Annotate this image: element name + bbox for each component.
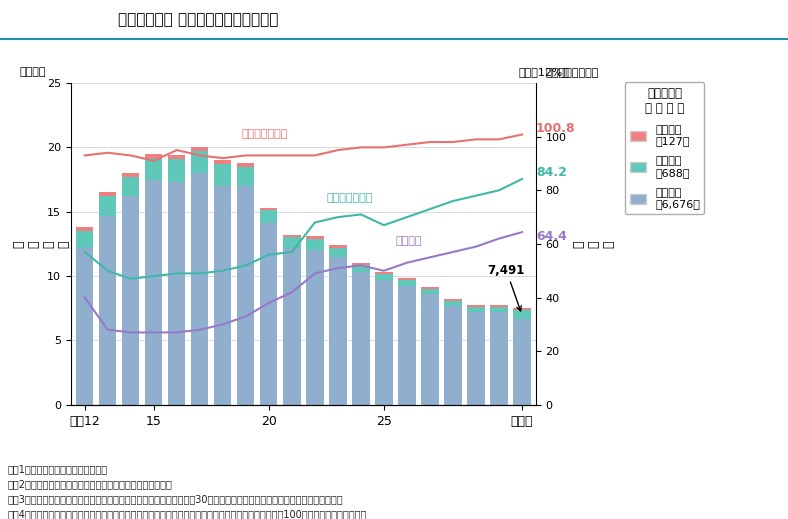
- Bar: [283, 248, 300, 405]
- Bar: [260, 208, 277, 211]
- Text: 7,491: 7,491: [488, 264, 525, 311]
- Bar: [514, 308, 530, 310]
- Bar: [467, 312, 485, 405]
- Bar: [237, 163, 255, 167]
- Bar: [422, 288, 439, 289]
- Bar: [352, 263, 370, 265]
- Bar: [444, 301, 462, 306]
- Bar: [514, 310, 530, 319]
- Bar: [444, 306, 462, 405]
- Bar: [283, 235, 300, 238]
- Y-axis label: 発
生
件
数: 発 生 件 数: [13, 240, 70, 248]
- Bar: [191, 147, 209, 151]
- Bar: [444, 299, 462, 301]
- Bar: [237, 186, 255, 405]
- Bar: [422, 294, 439, 405]
- Bar: [122, 173, 139, 177]
- Bar: [99, 193, 117, 196]
- Text: 全検挙率: 全検挙率: [396, 236, 422, 246]
- Text: 64.4: 64.4: [536, 230, 567, 243]
- Bar: [214, 164, 232, 186]
- Bar: [514, 319, 530, 405]
- Bar: [398, 280, 415, 286]
- Bar: [352, 265, 370, 272]
- Bar: [352, 272, 370, 405]
- Bar: [191, 173, 209, 405]
- Text: 4-1-2-5図: 4-1-2-5図: [26, 13, 84, 26]
- Bar: [168, 159, 185, 182]
- Bar: [329, 248, 347, 257]
- Bar: [214, 160, 232, 164]
- Text: 100.8: 100.8: [536, 122, 575, 135]
- Text: （%）: （%）: [545, 66, 569, 77]
- Bar: [260, 223, 277, 405]
- Text: 84.2: 84.2: [536, 167, 567, 180]
- Bar: [168, 155, 185, 159]
- Bar: [283, 238, 300, 248]
- Y-axis label: 検
挙
率: 検 挙 率: [572, 240, 615, 248]
- Bar: [307, 250, 324, 405]
- Bar: [375, 274, 392, 280]
- Text: （千件）: （千件）: [20, 66, 46, 77]
- Bar: [398, 286, 415, 405]
- Bar: [237, 167, 255, 186]
- Bar: [76, 248, 93, 405]
- Bar: [145, 158, 162, 180]
- Text: 注　1　警察庁交通局の統計による。
　　2　「全検挙率」は，ひき逃げの全事件の検挙率をいう。
　　3　「重傷」は交通事故による負傷の治療を要する期間が１か月（3: 注 1 警察庁交通局の統計による。 2 「全検挙率」は，ひき逃げの全事件の検挙率…: [8, 465, 367, 519]
- Bar: [307, 239, 324, 250]
- Bar: [76, 227, 93, 231]
- Bar: [329, 257, 347, 405]
- Legend: 死亡事故
〔127〕, 重傷事故
〔688〕, 軽傷事故
〔6,676〕: 死亡事故 〔127〕, 重傷事故 〔688〕, 軽傷事故 〔6,676〕: [625, 82, 704, 214]
- Bar: [375, 280, 392, 405]
- Bar: [168, 182, 185, 405]
- Bar: [329, 245, 347, 248]
- Bar: [145, 180, 162, 405]
- Bar: [76, 231, 93, 248]
- Bar: [467, 306, 485, 307]
- Text: 死亡事故検挙率: 死亡事故検挙率: [241, 129, 288, 139]
- Bar: [145, 154, 162, 158]
- Text: ひき逃げ事件 発生件数・検挙率の推移: ひき逃げ事件 発生件数・検挙率の推移: [118, 12, 279, 27]
- Text: （平成12年～令和元年）: （平成12年～令和元年）: [519, 67, 599, 77]
- Bar: [467, 307, 485, 312]
- Bar: [260, 211, 277, 223]
- Bar: [214, 186, 232, 405]
- Bar: [307, 236, 324, 239]
- Text: 重傷事故検挙率: 重傷事故検挙率: [326, 193, 373, 203]
- Bar: [122, 177, 139, 196]
- Bar: [422, 289, 439, 294]
- Bar: [490, 306, 507, 307]
- Bar: [375, 272, 392, 274]
- Bar: [191, 151, 209, 173]
- Bar: [99, 215, 117, 405]
- Bar: [122, 196, 139, 405]
- Bar: [99, 196, 117, 215]
- Bar: [490, 307, 507, 312]
- Bar: [398, 278, 415, 280]
- Bar: [490, 312, 507, 405]
